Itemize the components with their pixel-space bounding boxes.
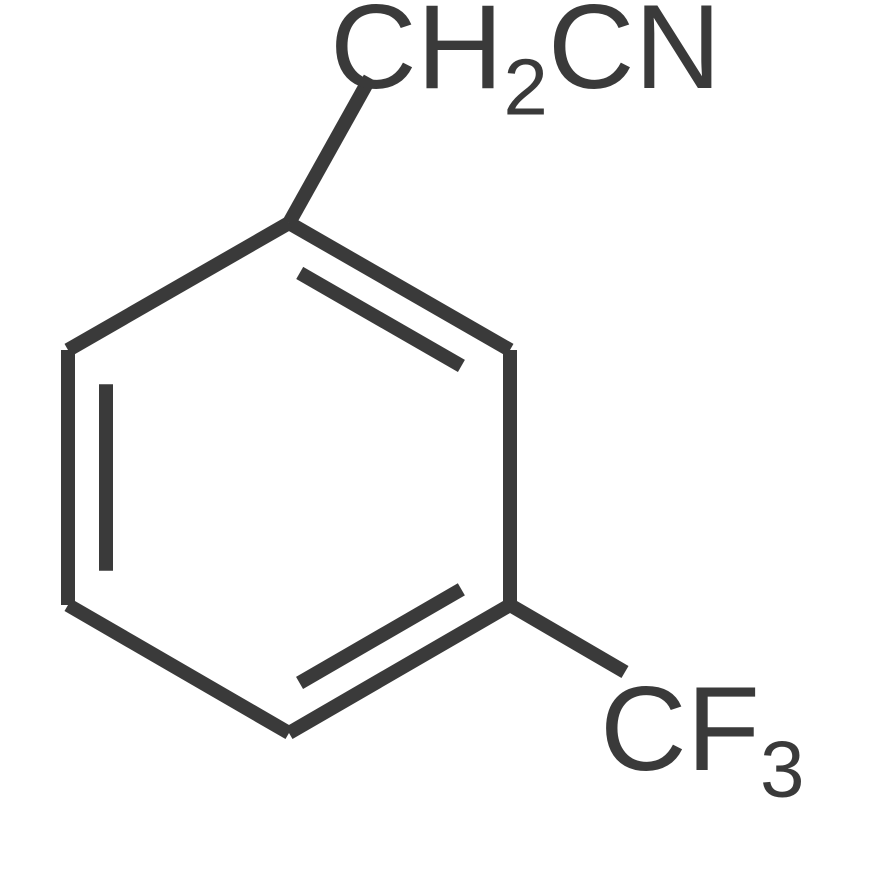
substituent-cf3: CF3 [600,662,804,813]
substituent-ch2cn: CH2CN [330,0,721,131]
label-layer: CH2CN CF3 [330,0,804,813]
molecule-diagram: CH2CN CF3 [0,0,890,890]
bond-layer [68,78,625,733]
